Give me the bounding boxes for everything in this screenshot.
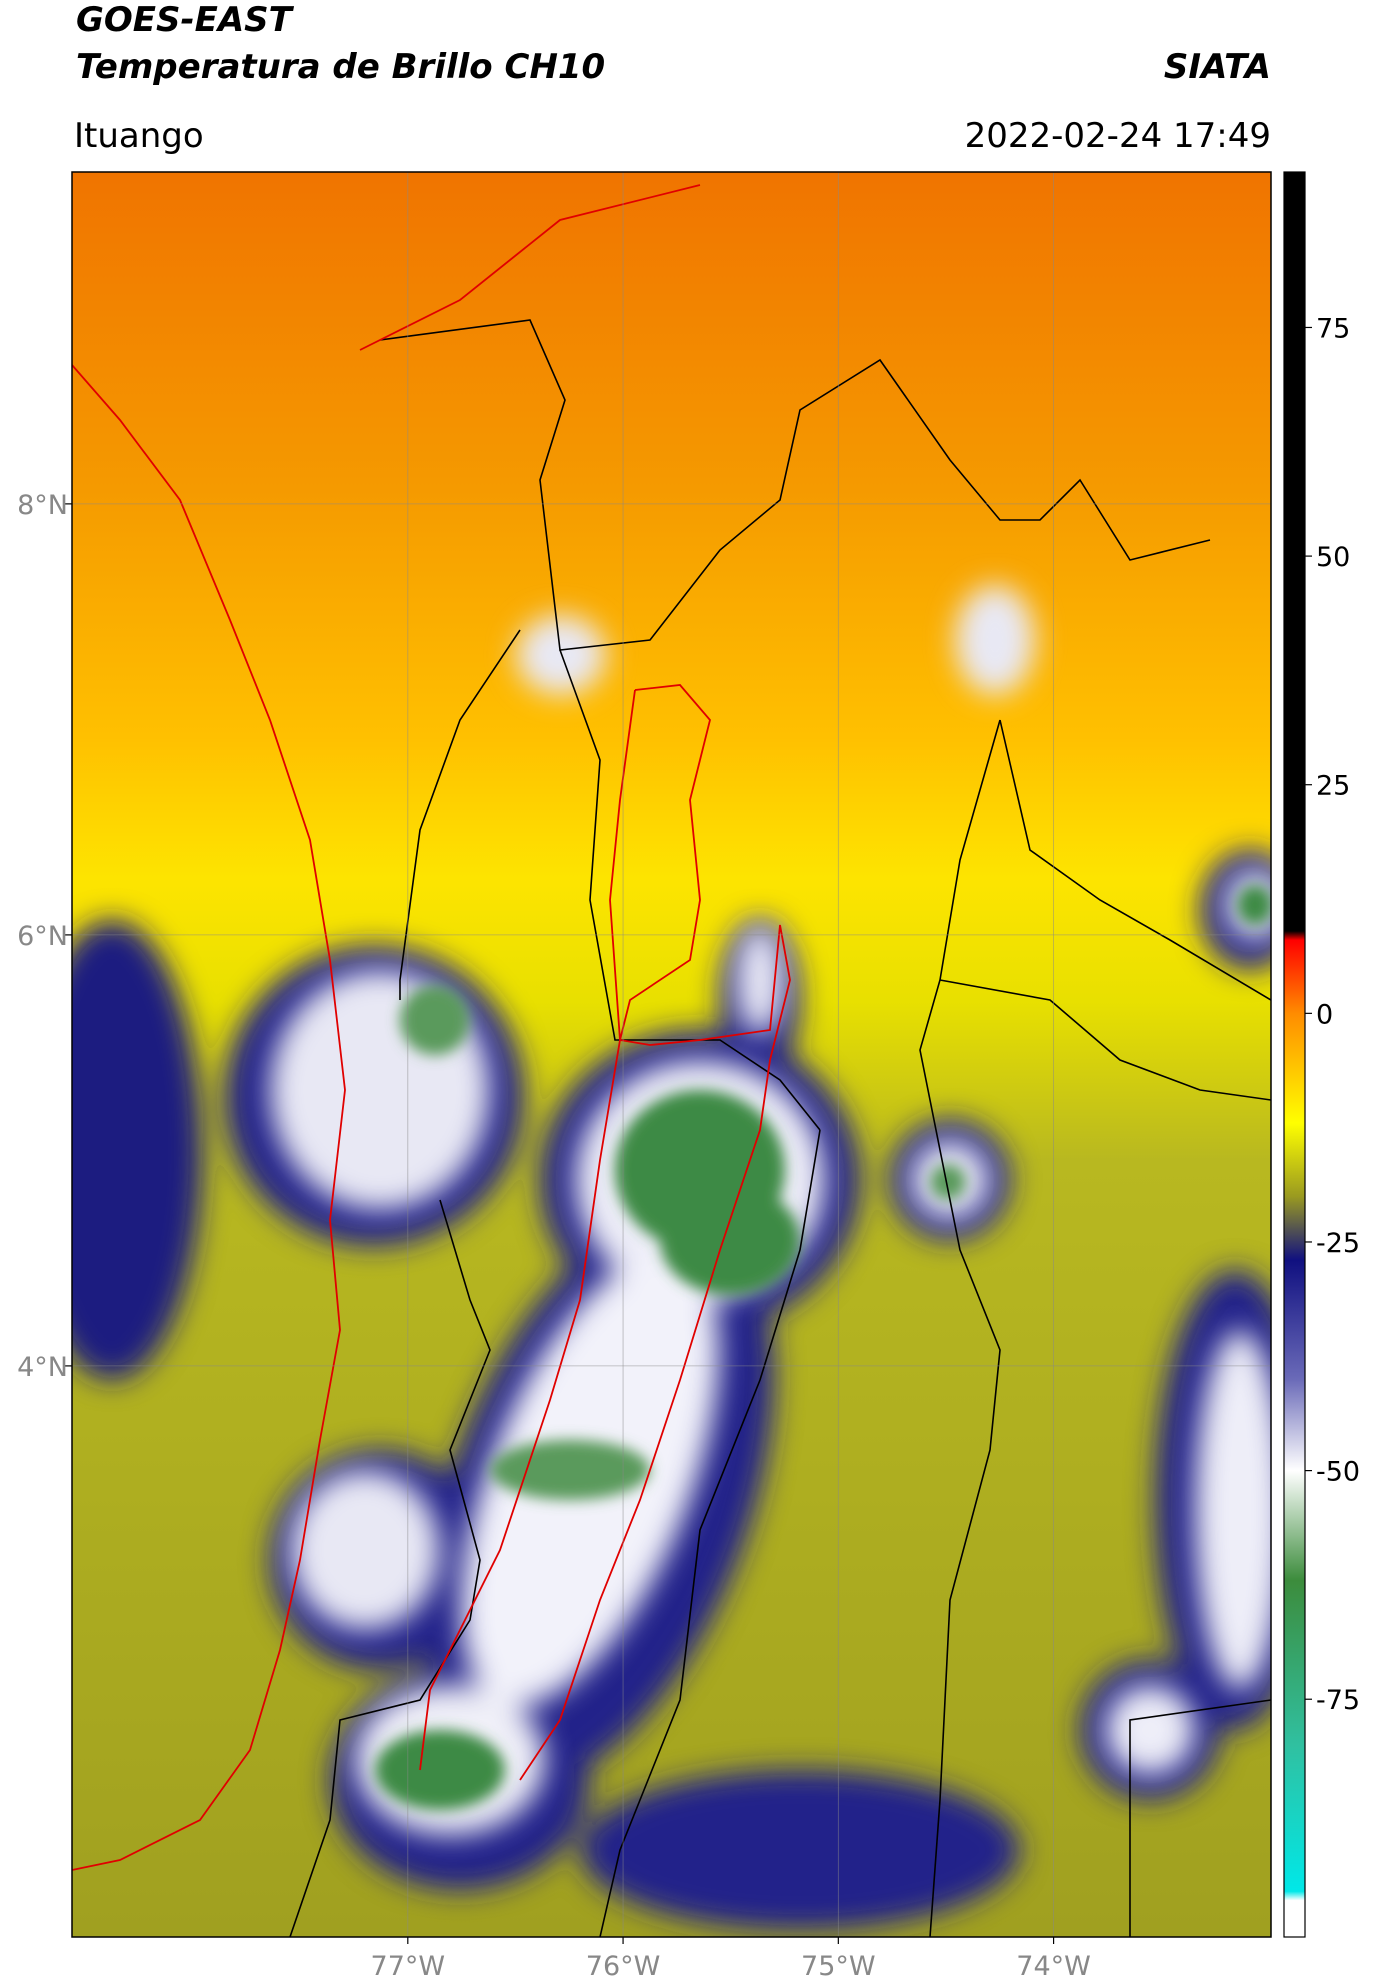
y-tick-label: 6°N <box>17 921 68 952</box>
grid <box>65 172 1271 1944</box>
satellite-image <box>72 172 1271 1937</box>
x-tick-label: 76°W <box>586 1951 661 1981</box>
colorbar-tick-label: -50 <box>1316 1457 1360 1488</box>
colorbar-tick-label: 0 <box>1316 999 1333 1030</box>
timestamp: 2022-02-24 17:49 <box>965 116 1271 156</box>
colorbar-tick-label: 75 <box>1316 313 1350 344</box>
colorbar-scale <box>1283 171 1306 1938</box>
x-tick-label: 75°W <box>801 1951 876 1981</box>
x-tick-label: 74°W <box>1016 1951 1091 1981</box>
x-tick-label: 77°W <box>371 1951 446 1981</box>
subtitle: Temperatura de Brillo CH10 <box>76 47 605 87</box>
source: SIATA <box>1164 47 1271 87</box>
colorbar: 75 50 25 0 -25 -50 -75 <box>1283 171 1360 1938</box>
colorbar-tick-label: -25 <box>1316 1228 1360 1259</box>
title: GOES-EAST <box>76 0 295 40</box>
map-frame <box>71 171 1272 1938</box>
colorbar-tick-label: 25 <box>1316 771 1350 802</box>
location: Ituango <box>74 116 204 156</box>
y-tick-label: 8°N <box>17 490 68 521</box>
colorbar-tick-label: -75 <box>1316 1685 1360 1716</box>
colorbar-tick-label: 50 <box>1316 542 1350 573</box>
y-tick-label: 4°N <box>17 1352 68 1383</box>
